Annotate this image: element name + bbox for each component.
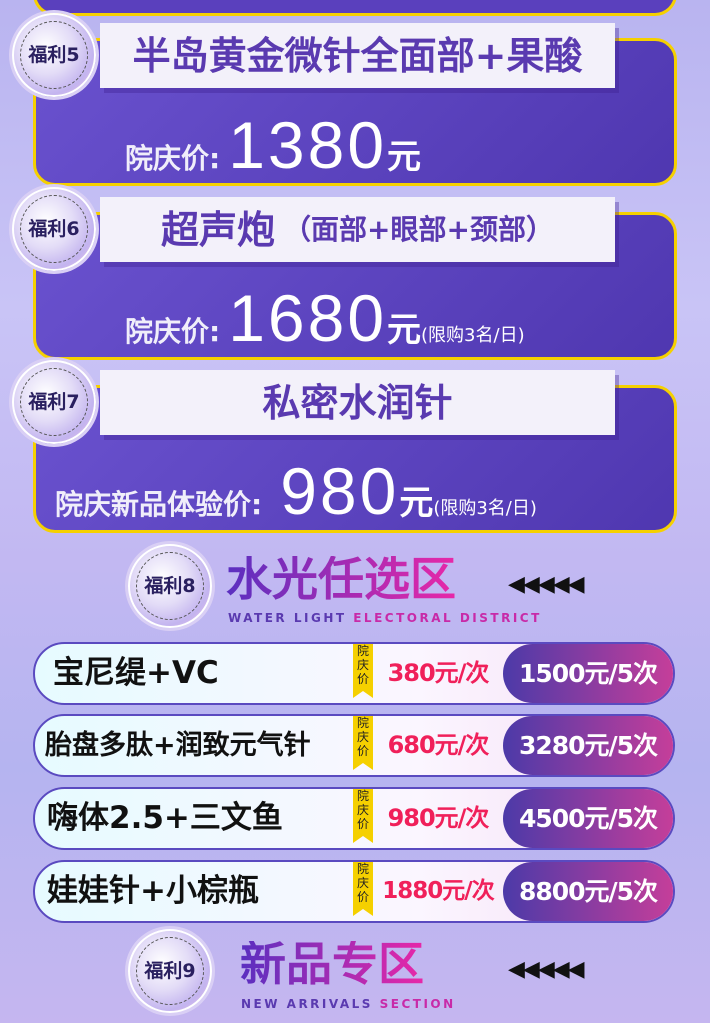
price-value: 1680 — [228, 281, 388, 355]
card-title: 超声炮 — [161, 207, 276, 252]
welfare-badge: 福利7 — [12, 360, 96, 444]
price-tag: 院庆价 — [353, 716, 373, 770]
section-title: 新品专区 — [240, 937, 424, 991]
price-label: 院庆新品体验价: — [55, 488, 263, 521]
card-title: 私密水润针 — [262, 380, 453, 425]
card-subtitle: （面部+眼部+颈部） — [283, 212, 554, 246]
welfare-badge: 福利6 — [12, 187, 96, 271]
list-item: 娃娃针+小棕瓶 院庆价 1880元/次 8800元/5次 — [33, 860, 675, 923]
arrows-icon: ◀◀◀◀◀ — [508, 572, 585, 597]
single-price: 1880元/次 — [382, 878, 494, 904]
section-english-title: NEW ARRIVALS SECTION — [241, 998, 456, 1010]
package-price: 8800元/5次 — [503, 862, 673, 921]
previous-card-bottom — [33, 0, 677, 16]
card-title-banner: 超声炮 （面部+眼部+颈部） — [100, 197, 615, 262]
price-unit: 元 — [387, 310, 422, 350]
price-line: 院庆价: 1380 元 — [125, 112, 421, 178]
arrows-icon: ◀◀◀◀◀ — [508, 957, 585, 982]
item-name: 嗨体2.5+三文鱼 — [47, 800, 283, 836]
eng-part: WATER LIGHT — [228, 611, 354, 625]
price-tag: 院庆价 — [353, 789, 373, 843]
price-unit: 元 — [399, 483, 434, 523]
badge-label: 福利5 — [28, 43, 80, 66]
card-title-banner: 半岛黄金微针全面部+果酸 — [100, 23, 615, 88]
eng-part: SECTION — [379, 997, 456, 1011]
package-price: 1500元/5次 — [503, 644, 673, 703]
price-value: 980 — [280, 454, 400, 528]
price-value: 1380 — [228, 108, 388, 182]
welfare-badge: 福利5 — [12, 13, 96, 97]
welfare-badge: 福利9 — [128, 929, 212, 1013]
price-line: 院庆价: 1680 元 (限购3名/日) — [125, 285, 525, 351]
section-title: 水光任选区 — [226, 552, 456, 606]
package-price: 4500元/5次 — [503, 789, 673, 848]
single-price: 680元/次 — [387, 731, 490, 759]
item-name: 宝尼缇+VC — [53, 655, 219, 691]
card-title: 半岛黄金微针全面部+果酸 — [132, 33, 583, 78]
package-price: 3280元/5次 — [503, 716, 673, 775]
badge-label: 福利7 — [28, 390, 80, 413]
purchase-limit: (限购3名/日) — [421, 325, 525, 346]
section-english-title: WATER LIGHT ELECTORAL DISTRICT — [228, 612, 542, 624]
badge-label: 福利6 — [28, 217, 80, 240]
single-price: 980元/次 — [387, 804, 490, 832]
list-item: 胎盘多肽+润致元气针 院庆价 680元/次 3280元/5次 — [33, 714, 675, 777]
eng-part: ELECTORAL DISTRICT — [353, 611, 542, 625]
price-label: 院庆价: — [125, 315, 221, 348]
list-item: 嗨体2.5+三文鱼 院庆价 980元/次 4500元/5次 — [33, 787, 675, 850]
welfare-badge: 福利8 — [128, 544, 212, 628]
item-name: 娃娃针+小棕瓶 — [47, 873, 259, 909]
price-unit: 元 — [387, 137, 422, 177]
purchase-limit: (限购3名/日) — [433, 498, 537, 519]
badge-label: 福利8 — [144, 574, 196, 597]
card-title-banner: 私密水润针 — [100, 370, 615, 435]
item-name: 胎盘多肽+润致元气针 — [45, 730, 311, 761]
badge-label: 福利9 — [144, 959, 196, 982]
eng-part: NEW ARRIVALS — [241, 997, 380, 1011]
single-price: 380元/次 — [387, 659, 490, 687]
list-item: 宝尼缇+VC 院庆价 380元/次 1500元/5次 — [33, 642, 675, 705]
price-line: 院庆新品体验价: 980 元 (限购3名/日) — [55, 458, 537, 524]
price-label: 院庆价: — [125, 142, 221, 175]
price-tag: 院庆价 — [353, 862, 373, 916]
price-tag: 院庆价 — [353, 644, 373, 698]
